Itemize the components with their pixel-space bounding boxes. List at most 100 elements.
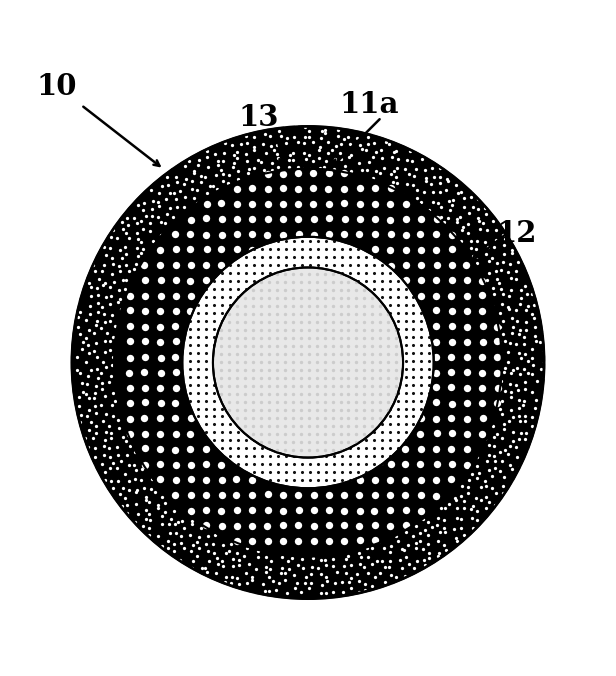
Point [265,276,275,287]
Point [360,372,370,383]
Point [136,247,146,258]
Point [171,172,180,183]
Point [249,356,259,366]
Point [125,413,135,424]
Point [312,285,322,295]
Point [345,291,355,302]
Point [539,371,549,382]
Point [337,371,347,382]
Point [257,291,267,302]
Point [506,392,516,403]
Point [527,411,537,422]
Point [297,403,307,414]
Point [155,382,165,393]
Point [264,341,274,352]
Point [352,412,362,423]
Point [503,267,513,278]
Point [421,164,431,175]
Point [368,381,378,391]
Point [273,363,283,374]
Point [392,283,402,294]
Point [384,403,394,414]
Point [344,309,354,320]
Point [337,331,347,342]
Point [376,395,386,406]
Point [108,387,118,398]
Point [280,293,290,304]
Point [408,387,418,398]
Point [83,339,92,350]
Point [201,243,211,254]
Point [176,538,186,549]
Point [288,316,298,327]
Point [280,412,290,423]
Point [209,283,219,294]
Point [353,356,363,366]
Point [124,233,134,243]
Point [170,229,180,240]
Point [344,429,354,439]
Point [265,260,275,270]
Point [386,540,396,551]
Point [456,513,466,524]
Point [336,333,346,343]
Point [304,132,314,143]
Point [101,362,111,372]
Point [324,489,334,500]
Point [224,324,234,335]
Point [345,363,355,374]
Point [336,349,346,360]
Point [90,442,100,453]
Point [416,291,426,301]
Point [132,243,142,254]
Point [375,301,385,312]
Point [201,363,211,374]
Point [294,228,304,239]
Point [345,371,355,382]
Point [224,349,234,360]
Point [280,372,290,383]
Point [309,137,318,147]
Point [381,137,391,148]
Point [353,427,363,438]
Point [256,389,265,400]
Point [216,356,226,367]
Point [196,176,206,187]
Point [264,324,274,335]
Point [384,308,394,318]
Point [296,412,306,423]
Point [312,444,322,455]
Point [329,260,339,270]
Point [337,268,347,279]
Point [225,427,235,438]
Point [329,331,339,342]
Point [272,276,282,287]
Point [233,419,243,430]
Point [273,236,283,247]
Point [249,283,259,294]
Point [156,290,166,301]
Point [453,213,463,224]
Point [336,356,346,367]
Point [280,444,290,455]
Point [240,389,249,400]
Point [520,383,530,394]
Point [185,395,195,406]
Point [209,548,219,558]
Point [400,275,410,286]
Point [210,529,220,540]
Point [140,443,150,454]
Point [352,364,362,375]
Point [305,371,315,382]
Point [432,520,442,531]
Point [312,436,322,447]
Point [439,540,448,551]
Point [112,442,122,453]
Point [384,268,394,279]
Point [249,427,259,438]
Point [225,371,235,382]
Point [473,204,483,215]
Point [305,323,315,334]
Point [505,379,514,389]
Point [216,341,226,352]
